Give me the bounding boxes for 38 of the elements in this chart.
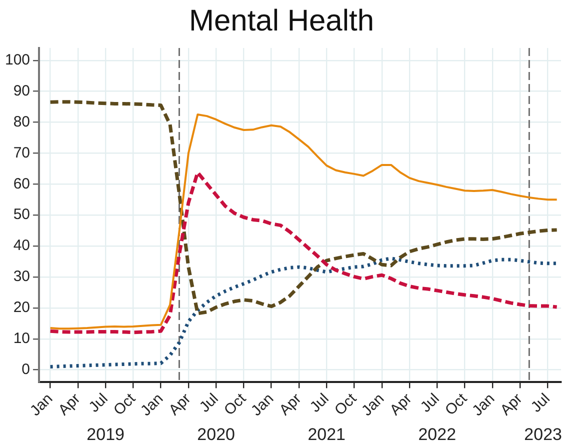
chart-title: Mental Health [188,4,374,38]
y-tick-label: 10 [13,330,30,347]
x-tick-label: Oct [331,390,361,419]
y-tick-label: 60 [13,175,30,192]
text: 2023 [524,425,562,444]
x-tick-label: Jul [86,390,112,416]
x-tick-label: Jul [306,390,332,416]
x-tick-label: Jan [358,390,388,420]
y-tick-label: 70 [13,144,30,162]
y-tick-label: 40 [13,237,30,254]
y-tick-label: 90 [13,82,30,100]
y-tick-label: 80 [13,113,30,130]
x-tick-label: Jan [137,390,167,420]
text: 2019 [86,425,124,444]
x-tick-label: Apr [386,390,416,419]
y-tick-label: 30 [13,268,30,286]
x-tick-label: Apr [55,390,84,419]
y-tick-label: 100 [4,52,30,69]
x-tick-label: Jul [528,390,554,416]
x-tick-label: Oct [220,390,250,419]
text: 2020 [197,425,235,444]
x-tick-label: Apr [276,390,305,419]
y-tick-label: 50 [13,206,30,224]
line-series [48,170,559,334]
x-tick-label: Oct [110,390,140,419]
line-series [48,256,559,368]
x-tick-label: Jul [196,390,222,416]
x-tick-label: Apr [166,390,194,419]
y-tick-label: 0 [22,360,30,378]
x-tick-label: Jan [469,390,498,420]
text: 2022 [418,425,456,444]
x-tick-label: Jul [417,390,443,416]
text: 2021 [308,425,346,444]
x-tick-label: Jan [26,390,56,420]
x-tick-label: Jan [248,390,278,420]
x-tick-label: Oct [442,390,472,419]
y-tick-label: 20 [13,299,30,316]
x-tick-label: Apr [497,390,526,419]
